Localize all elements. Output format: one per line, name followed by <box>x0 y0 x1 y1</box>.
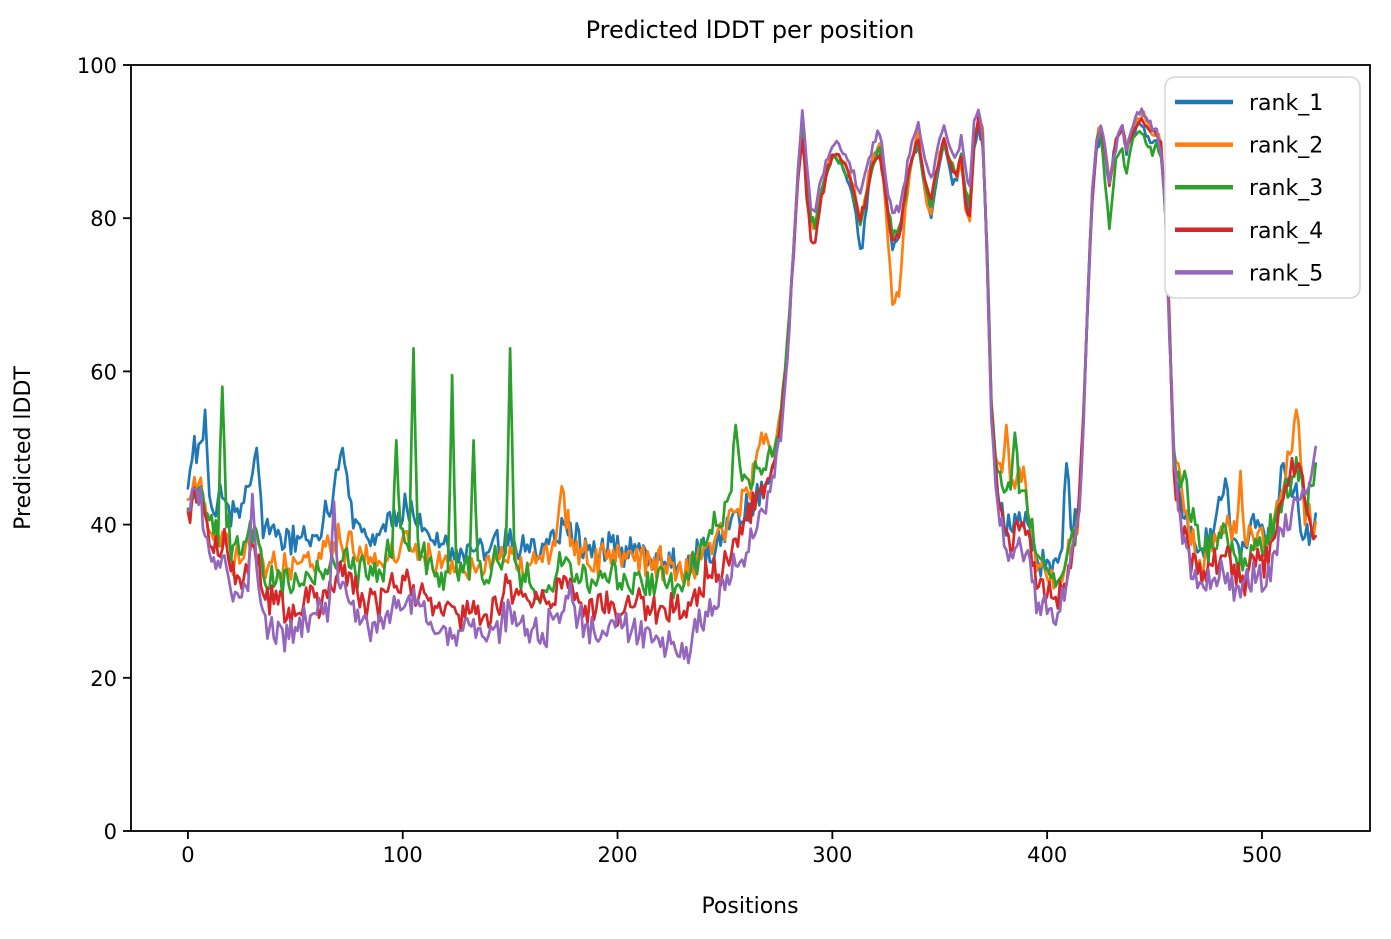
y-axis-ticks: 0 20 40 60 80 100 <box>77 54 131 844</box>
legend-item-rank_5: rank_5 <box>1175 261 1323 286</box>
legend-item-label: rank_2 <box>1249 134 1323 159</box>
x-axis-label: Positions <box>701 894 798 919</box>
x-tick-label: 0 <box>181 843 194 867</box>
x-tick-label: 400 <box>1027 843 1067 867</box>
x-tick-label: 100 <box>383 843 423 867</box>
legend-item-rank_3: rank_3 <box>1175 176 1323 201</box>
series-line-rank_5 <box>186 107 1318 665</box>
series-lines <box>186 107 1318 665</box>
x-tick-label: 500 <box>1242 843 1282 867</box>
x-tick-label: 300 <box>812 843 852 867</box>
x-tick-label: 200 <box>597 843 637 867</box>
plot-area <box>130 64 1371 832</box>
legend-item-label: rank_1 <box>1249 91 1323 116</box>
y-tick-label: 40 <box>90 514 117 538</box>
series-line-rank_3 <box>186 119 1318 605</box>
legend-item-rank_1: rank_1 <box>1175 91 1323 116</box>
y-tick-label: 100 <box>77 54 117 78</box>
chart-title: Predicted lDDT per position <box>586 16 915 44</box>
legend-item-rank_4: rank_4 <box>1175 219 1323 244</box>
legend-item-label: rank_5 <box>1249 261 1323 286</box>
legend-item-label: rank_4 <box>1249 219 1323 244</box>
x-axis-ticks: 0 100 200 300 400 500 <box>181 831 1282 867</box>
y-tick-label: 20 <box>90 667 117 691</box>
legend-item-rank_2: rank_2 <box>1175 134 1323 159</box>
y-axis-label: Predicted lDDT <box>11 366 36 530</box>
y-tick-label: 80 <box>90 207 117 231</box>
legend-box <box>1164 76 1361 299</box>
y-tick-label: 60 <box>90 360 117 384</box>
legend-item-label: rank_3 <box>1249 176 1323 201</box>
y-tick-label: 0 <box>104 820 117 844</box>
legend: rank_1 rank_2 rank_3 rank_4 rank_5 <box>1164 76 1361 299</box>
